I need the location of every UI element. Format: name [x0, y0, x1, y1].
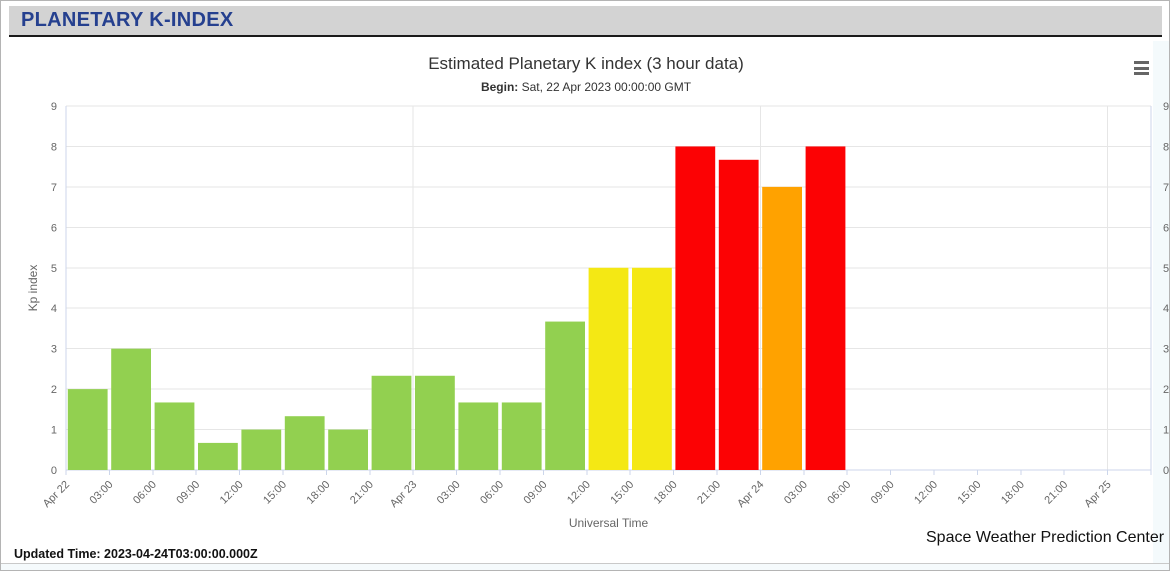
y-axis-label-right: 8	[1163, 141, 1169, 153]
kp-bar[interactable]	[371, 375, 412, 470]
x-axis-label: 12:00	[218, 479, 246, 507]
credit-swpc-label: Space Weather Prediction Center	[926, 529, 1165, 546]
kp-bar[interactable]	[198, 442, 238, 470]
hamburger-menu-icon	[1130, 61, 1152, 75]
y-axis-label-left: 9	[51, 101, 57, 113]
y-axis-label-right: 6	[1163, 222, 1169, 234]
y-axis-label-right: 9	[1163, 101, 1169, 113]
x-axis-title: Universal Time	[569, 516, 649, 530]
y-axis-label-left: 2	[51, 384, 57, 396]
y-axis-label-right: 3	[1163, 344, 1169, 356]
x-axis-label: Apr 22	[41, 479, 72, 510]
x-axis-label: 06:00	[478, 479, 506, 507]
y-axis-title: Kp index	[26, 265, 40, 312]
y-axis-label-left: 8	[51, 141, 57, 153]
x-axis-label: 03:00	[782, 479, 810, 507]
y-axis-label-left: 6	[51, 222, 57, 234]
kp-bar[interactable]	[588, 267, 629, 470]
chart-title: Estimated Planetary K index (3 hour data…	[428, 54, 744, 73]
x-axis-label: 03:00	[88, 479, 116, 507]
y-axis-label-left: 1	[51, 425, 57, 437]
kp-bar[interactable]	[328, 429, 368, 470]
x-axis-label: 15:00	[956, 479, 984, 507]
kp-bar[interactable]	[415, 375, 455, 470]
x-axis-label: 18:00	[999, 479, 1027, 507]
page-title: PLANETARY K-INDEX	[21, 9, 234, 31]
x-axis-label: Apr 25	[1082, 479, 1113, 510]
y-axis-label-right: 2	[1163, 384, 1169, 396]
y-axis-label-right: 7	[1163, 182, 1169, 194]
kp-bar[interactable]	[111, 348, 151, 470]
kp-index-chart: 0 0 1 1 2 2 3 3 4 4 5 5 6 6 7 7 8 8 9 9 Apr 22 03:00 06:00 09:0…	[26, 101, 1169, 530]
x-axis-label: 09:00	[522, 479, 550, 507]
y-axis-label-right: 5	[1163, 263, 1169, 275]
bottom-strip	[1, 563, 1169, 570]
y-axis-label-left: 7	[51, 182, 57, 194]
x-axis-label: Apr 24	[735, 479, 766, 510]
kp-bar[interactable]	[762, 186, 802, 470]
kp-bar[interactable]	[718, 159, 759, 470]
x-axis-label: 21:00	[348, 479, 376, 507]
x-axis-label: 03:00	[435, 479, 463, 507]
chart-context-menu-button[interactable]	[1128, 56, 1154, 80]
x-axis-label: 09:00	[869, 479, 897, 507]
kp-bar[interactable]	[501, 402, 542, 470]
y-axis-label-left: 3	[51, 344, 57, 356]
kp-bar[interactable]	[241, 429, 282, 470]
x-axis-label: 18:00	[305, 479, 333, 507]
x-axis-label: 12:00	[565, 479, 593, 507]
kp-bar[interactable]	[545, 321, 585, 470]
right-margin-strip	[1153, 41, 1169, 569]
x-axis-label: 21:00	[695, 479, 723, 507]
kp-bar[interactable]	[458, 402, 499, 470]
x-axis-label: Apr 23	[388, 479, 419, 510]
kp-bar[interactable]	[675, 146, 716, 470]
kp-bar[interactable]	[284, 416, 325, 470]
x-axis-label: 15:00	[261, 479, 289, 507]
y-axis-label-right: 4	[1163, 303, 1169, 315]
kp-bar[interactable]	[67, 389, 108, 470]
x-axis-label: 06:00	[131, 479, 159, 507]
x-axis-label: 21:00	[1042, 479, 1070, 507]
chart-subtitle-begin-label: Begin:	[480, 80, 519, 94]
y-axis-label-left: 4	[51, 303, 57, 315]
updated-time-label: Updated Time: 2023-04-24T03:00:00.000Z	[14, 547, 258, 561]
x-axis-label: 12:00	[912, 479, 940, 507]
x-axis-label: 06:00	[825, 479, 853, 507]
y-axis-label-right: 1	[1163, 425, 1169, 437]
x-axis-label: 15:00	[608, 479, 636, 507]
kp-bar[interactable]	[632, 267, 672, 470]
x-axis-label: 18:00	[652, 479, 680, 507]
y-axis-label-right: 0	[1163, 465, 1169, 477]
kp-bar[interactable]	[805, 146, 846, 470]
page-header: PLANETARY K-INDEX	[9, 6, 1162, 37]
y-axis-label-left: 5	[51, 263, 57, 275]
chart-subtitle: Begin: Sat, 22 Apr 2023 00:00:00 GMT	[1, 80, 1169, 94]
kp-bar[interactable]	[154, 402, 195, 470]
chart-subtitle-begin-value: Sat, 22 Apr 2023 00:00:00 GMT	[518, 80, 692, 94]
x-axis-label: 09:00	[174, 479, 202, 507]
y-axis-label-left: 0	[51, 465, 57, 477]
